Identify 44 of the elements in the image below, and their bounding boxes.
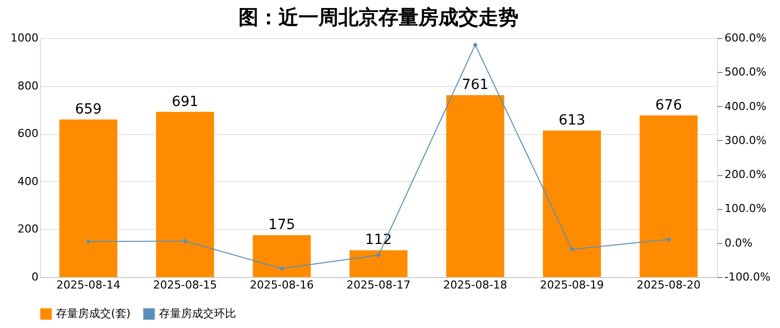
bar xyxy=(542,130,601,277)
bar xyxy=(640,115,698,277)
y2-tick-label: 400.0% xyxy=(724,100,766,113)
x-tick-label: 2025-08-18 xyxy=(443,278,508,292)
data-label: 659 xyxy=(74,102,102,118)
point xyxy=(182,238,188,244)
data-label: 175 xyxy=(268,217,296,234)
y-tick-label: 1000 xyxy=(10,32,38,44)
data-label: 761 xyxy=(462,77,489,94)
bar xyxy=(446,95,504,277)
legend-label: 存量房成交(套) xyxy=(56,307,131,320)
bar xyxy=(252,235,311,277)
y2-tick-label: 0.0% xyxy=(724,236,752,250)
x-tick-label: 2025-08-17 xyxy=(346,278,410,292)
y-tick-label: 400 xyxy=(18,174,38,188)
y-tick-label: 800 xyxy=(18,79,38,92)
data-label: 691 xyxy=(172,94,198,110)
bar xyxy=(349,250,408,277)
chart-title: 图：近一周北京存量房成交走势 xyxy=(238,5,518,29)
point xyxy=(279,266,284,271)
bar xyxy=(156,112,214,277)
y-tick-label: 200 xyxy=(18,222,38,236)
y2-tick-label: 500.0% xyxy=(724,66,766,79)
data-label: 613 xyxy=(558,112,586,128)
y-tick-label: 0 xyxy=(32,270,38,284)
legend-label: 存量房成交环比 xyxy=(159,307,236,320)
point xyxy=(86,238,91,244)
x-tick-label: 2025-08-16 xyxy=(250,278,314,292)
y2-tick-label: 100.0% xyxy=(724,202,766,216)
y2-tick-label: 300.0% xyxy=(724,134,766,147)
point xyxy=(666,236,672,242)
y-tick-label: 600 xyxy=(18,127,38,140)
x-tick-label: 2025-08-20 xyxy=(636,278,701,292)
point xyxy=(376,252,381,258)
bar xyxy=(59,120,118,277)
x-tick-label: 2025-08-15 xyxy=(153,278,218,292)
y2-tick-label: -100.0% xyxy=(724,270,770,284)
x-tick-label: 2025-08-14 xyxy=(56,278,120,292)
point xyxy=(569,246,574,252)
point xyxy=(472,42,478,48)
y2-tick-label: 600.0% xyxy=(724,32,766,44)
data-label: 676 xyxy=(655,97,682,114)
x-tick-label: 2025-08-19 xyxy=(540,278,604,292)
y2-tick-label: 200.0% xyxy=(724,168,766,182)
